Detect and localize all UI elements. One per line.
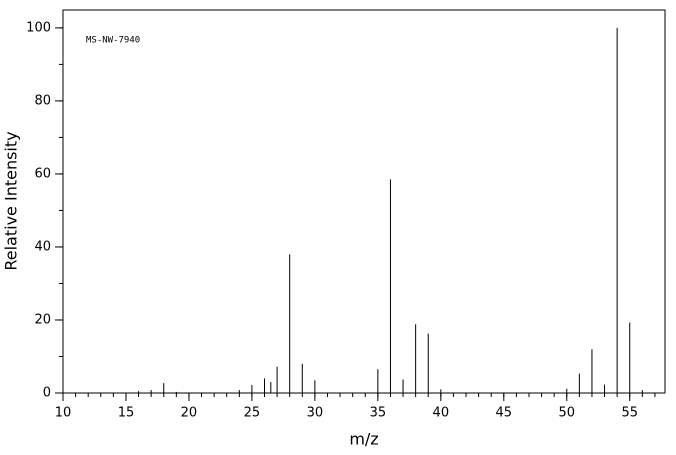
y-tick-label: 80 xyxy=(34,93,51,108)
x-axis-title: m/z xyxy=(349,430,378,449)
plot-frame xyxy=(62,9,666,394)
y-tick-label: 100 xyxy=(26,20,51,35)
x-tick-label: 25 xyxy=(244,406,261,421)
y-tick-label: 0 xyxy=(43,386,51,401)
x-tick-label: 50 xyxy=(558,406,575,421)
x-tick-label: 35 xyxy=(370,406,387,421)
y-axis-title: Relative Intensity xyxy=(2,131,21,270)
x-tick-label: 10 xyxy=(55,406,72,421)
y-tick-label: 60 xyxy=(34,166,51,181)
x-tick-label: 45 xyxy=(496,406,513,421)
x-tick-label: 30 xyxy=(307,406,324,421)
x-tick-label: 20 xyxy=(181,406,198,421)
x-tick-label: 55 xyxy=(621,406,638,421)
y-tick-label: 20 xyxy=(34,312,51,327)
annotation: MS-NW-7940 xyxy=(86,36,140,46)
y-tick-label: 40 xyxy=(34,239,51,254)
x-tick-label: 40 xyxy=(433,406,450,421)
x-tick-label: 15 xyxy=(118,406,135,421)
